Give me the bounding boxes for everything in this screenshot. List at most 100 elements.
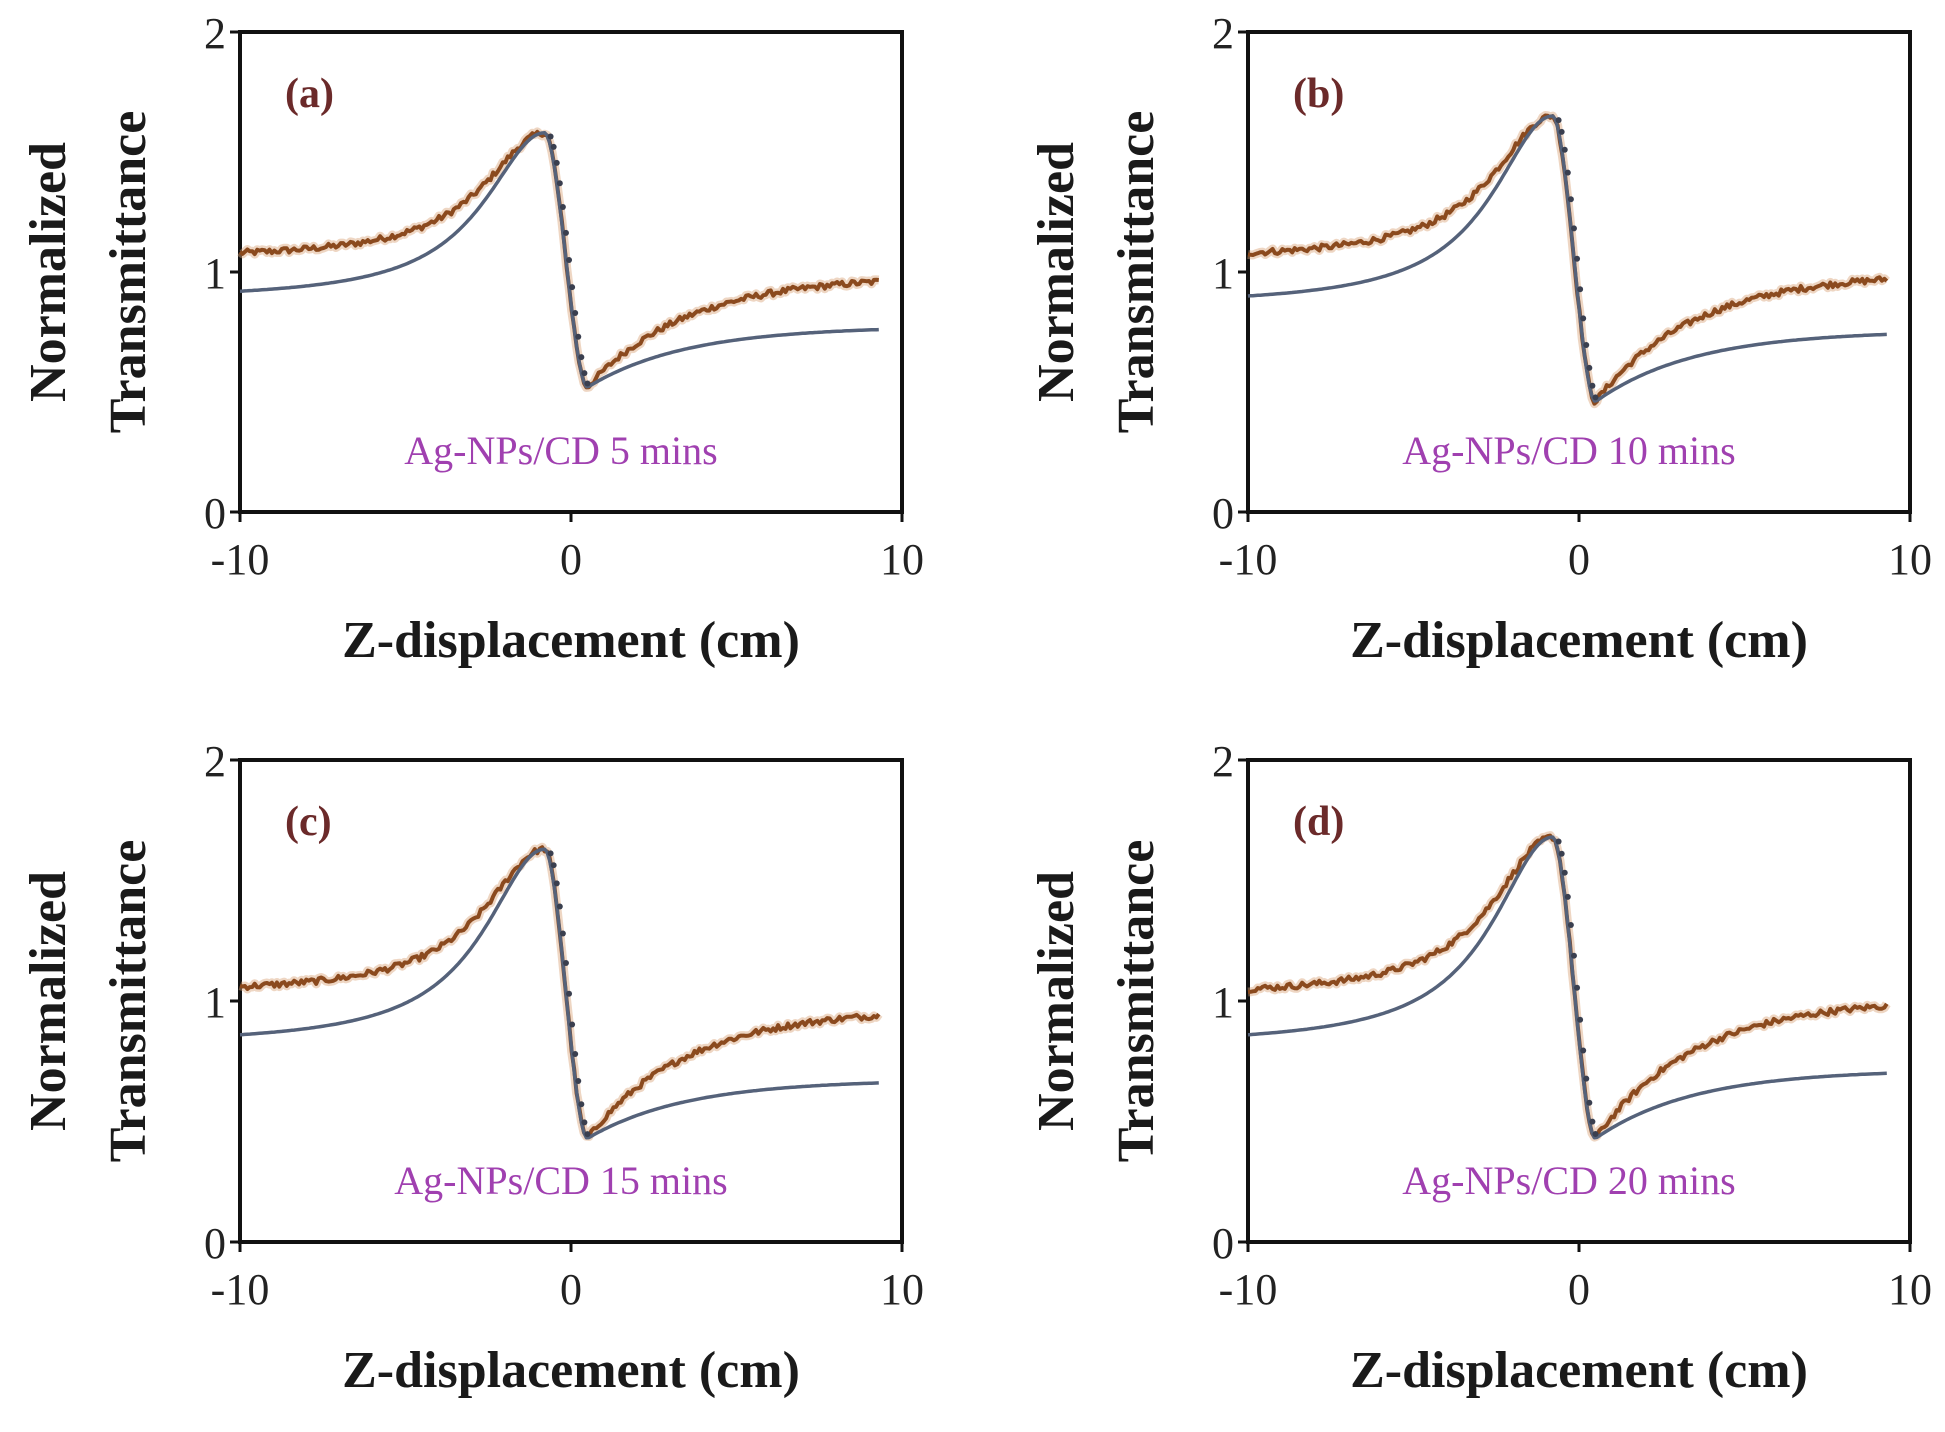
series-theoretical-fit-line [1247,114,1887,403]
data-point-marker [1561,869,1568,876]
data-point-marker [550,143,557,150]
x-tick-label: 10 [880,535,924,584]
data-point-marker [1570,225,1577,232]
y-tick-label: 1 [1212,978,1234,1027]
y-axis-label-line1: Normalized [1028,871,1085,1131]
x-tick-label: 10 [1888,1265,1932,1314]
x-tick-label: 0 [560,1265,582,1314]
data-point-marker [553,880,560,887]
data-point-marker [553,159,560,166]
y-tick-label: 0 [204,1219,226,1268]
series-experimental-line [1247,113,1889,406]
series-theoretical-fit-line [239,847,879,1140]
data-point-marker [1580,1047,1587,1054]
data-point-marker [575,333,582,340]
y-tick-label: 2 [204,737,226,786]
x-tick-label: 10 [1888,535,1932,584]
panel-label: (d) [1293,799,1344,845]
y-tick-label: 2 [1212,737,1234,786]
panel-label: (c) [285,799,332,845]
data-point-marker [1574,984,1581,991]
x-tick-label: 0 [560,535,582,584]
y-tick-label: 0 [1212,1219,1234,1268]
data-point-marker [556,180,563,187]
data-point-marker [1589,1118,1596,1125]
y-tick-label: 0 [204,489,226,538]
data-point-marker [1567,196,1574,203]
data-point-marker [1555,117,1562,124]
y-axis-label-line2: Transmittance [1108,840,1165,1163]
data-point-marker [1589,382,1596,389]
data-point-marker [1583,1075,1590,1082]
data-point-marker [578,1101,585,1108]
data-point-marker [556,903,563,910]
data-point-marker [1564,893,1571,900]
x-axis-label: Z-displacement (cm) [1350,1342,1808,1399]
data-point-marker [1586,364,1593,371]
x-axis-label: Z-displacement (cm) [342,612,800,669]
data-point-marker [584,380,591,387]
sample-annotation: Ag-NPs/CD 15 mins [394,1158,727,1203]
y-tick-label: 2 [204,9,226,58]
data-point-marker [547,133,554,140]
data-point-marker [1555,838,1562,845]
data-point-marker [1561,146,1568,153]
x-axis-label: Z-displacement (cm) [342,1342,800,1399]
data-point-marker [1558,128,1565,135]
y-tick-label: 2 [1212,9,1234,58]
series-experimental-line [1247,833,1889,1140]
data-point-marker [575,1078,582,1085]
data-point-marker [562,959,569,966]
data-point-marker [559,930,566,937]
data-point-marker [584,1131,591,1138]
data-point-marker [581,1119,588,1126]
data-point-marker [1574,255,1581,262]
y-tick-label: 1 [204,978,226,1027]
series-experimental-halo [1246,111,1890,409]
y-tick-label: 0 [1212,489,1234,538]
data-point-marker [550,862,557,869]
data-point-marker [1583,341,1590,348]
data-point-marker [569,284,576,291]
panel-label: (a) [285,71,334,117]
y-axis-label-line1: Normalized [20,142,77,402]
y-axis-label-line2: Transmittance [100,840,157,1163]
data-point-marker [569,1021,576,1028]
x-axis-label: Z-displacement (cm) [1350,612,1808,669]
series-experimental-halo [238,842,883,1141]
x-tick-label: -10 [211,535,270,584]
data-point-marker [581,370,588,377]
y-axis-label-line2: Transmittance [100,111,157,434]
y-axis-label-line1: Normalized [20,871,77,1131]
data-point-marker [572,310,579,317]
x-tick-label: -10 [1219,535,1278,584]
data-point-marker [559,203,566,210]
data-point-marker [1577,1016,1584,1023]
data-point-marker [1586,1099,1593,1106]
data-point-marker [578,354,585,361]
data-point-marker [572,1051,579,1058]
data-point-marker [1570,952,1577,959]
x-tick-label: 0 [1568,535,1590,584]
data-point-marker [566,257,573,263]
series-theoretical-fit-line [1247,835,1887,1140]
data-point-marker [562,229,569,236]
panel-label: (b) [1293,71,1344,117]
data-point-marker [1577,286,1584,293]
series-theoretical-fit-line [239,131,879,389]
sample-annotation: Ag-NPs/CD 10 mins [1402,428,1735,473]
data-point-marker [1567,921,1574,928]
x-tick-label: -10 [1219,1265,1278,1314]
sample-annotation: Ag-NPs/CD 20 mins [1402,1158,1735,1203]
data-point-marker [1592,394,1599,401]
data-point-marker [1592,1130,1599,1137]
y-tick-label: 1 [204,249,226,298]
y-tick-label: 1 [1212,249,1234,298]
series-experimental-halo [1246,831,1891,1142]
sample-annotation: Ag-NPs/CD 5 mins [404,428,717,473]
data-point-marker [1564,169,1571,176]
